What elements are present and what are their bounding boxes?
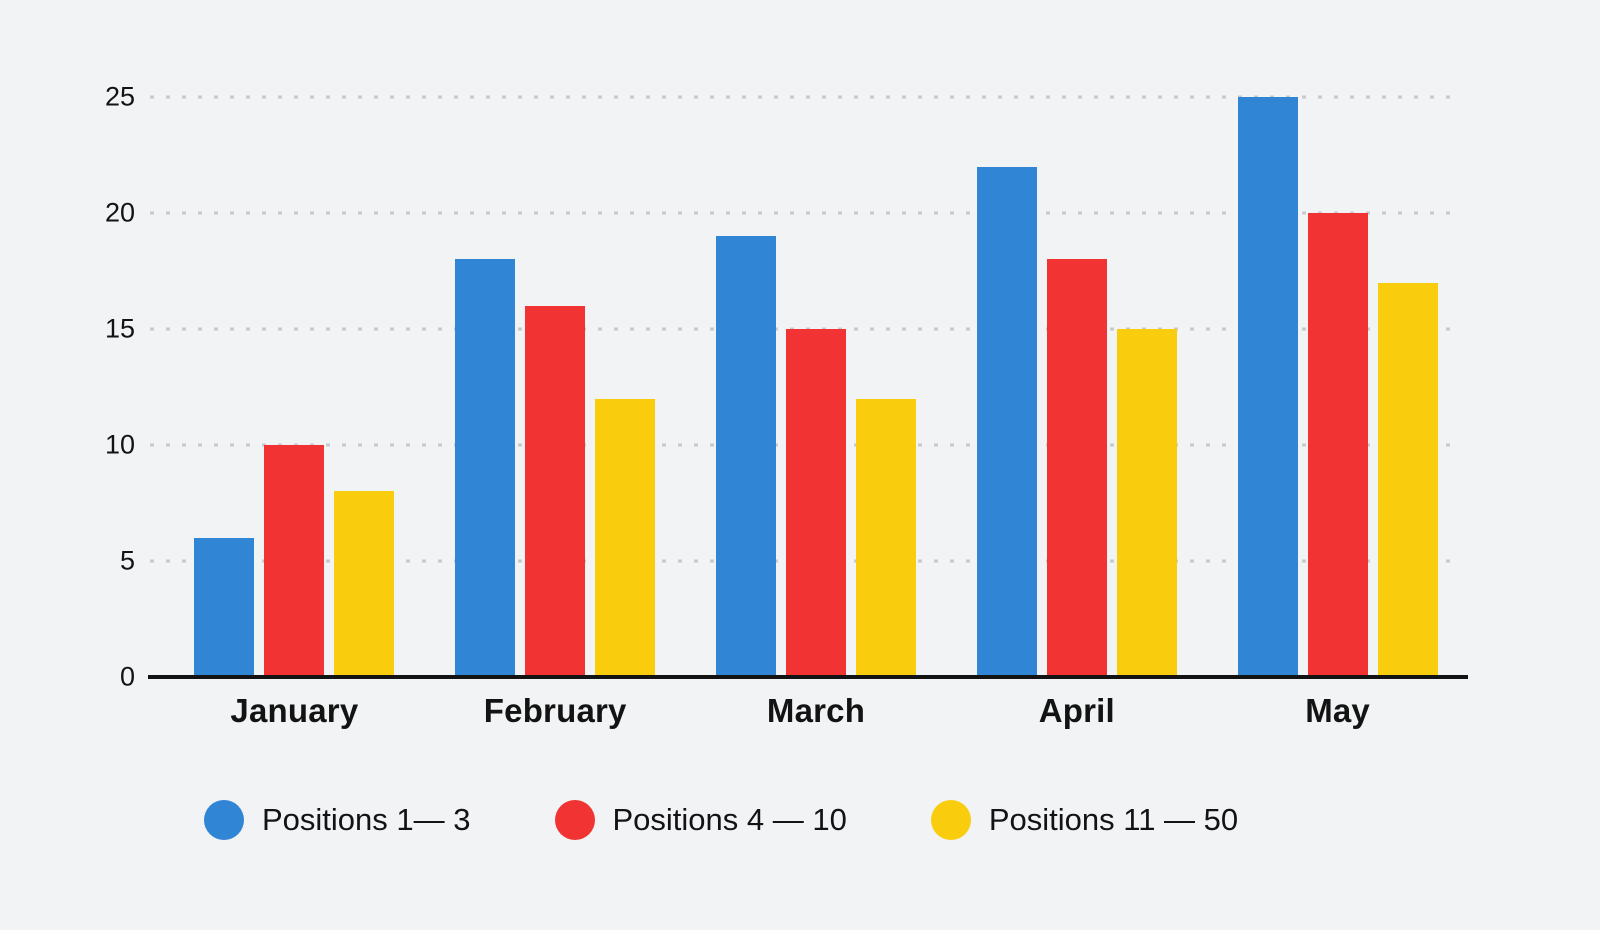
bar-positions-4-10-march [785,329,846,677]
bar-group-may [1207,97,1468,677]
bar-positions-1-3-april [976,166,1037,677]
y-tick-label-15: 15 [104,313,135,344]
legend-label: Positions 1— 3 [262,802,471,838]
bar-positions-1-3-january [194,537,255,677]
bar-positions-1-3-february [455,259,516,677]
y-tick-label-5: 5 [119,545,135,576]
legend-marker-icon [930,800,971,840]
bar-group-april [946,97,1207,677]
bar-positions-11-50-may [1377,282,1438,677]
bar-positions-11-50-january [334,491,395,677]
legend-item-positions-4-10: Positions 4 — 10 [554,800,847,840]
bar-group-february [425,97,686,677]
bar-group-january [164,97,425,677]
x-axis-labels: January February March April May [148,692,1468,730]
y-tick-label-10: 10 [104,429,135,460]
legend-marker-icon [554,800,595,840]
bar-positions-4-10-january [264,445,325,677]
y-tick-label-20: 20 [104,197,135,228]
x-axis-label-february: February [483,692,627,729]
legend-item-positions-1-3: Positions 1— 3 [204,800,471,840]
legend-item-positions-11-50: Positions 11 — 50 [930,800,1239,840]
x-axis-line [148,675,1468,679]
bar-positions-4-10-april [1046,259,1107,677]
x-axis-label-april: April [1038,692,1115,729]
x-axis-label-may: May [1305,692,1370,729]
y-tick-label-0: 0 [119,661,135,692]
plot-area: 0 5 10 15 20 25 [105,83,1468,690]
bar-groups [148,97,1468,677]
legend-label: Positions 4 — 10 [612,802,847,838]
legend-marker-icon [204,800,244,840]
y-tick-label-25: 25 [104,81,135,112]
bar-positions-4-10-february [525,305,586,677]
x-axis-label-january: January [230,692,359,729]
bar-positions-11-50-february [595,398,656,677]
bar-positions-4-10-may [1307,213,1368,677]
bar-positions-1-3-may [1237,97,1298,677]
bar-group-march [686,97,947,677]
x-axis-label-march: March [766,692,866,729]
bar-positions-11-50-march [855,398,916,677]
bar-positions-11-50-april [1116,329,1177,677]
gridline-25 [150,95,1462,99]
gridline-20 [150,211,1462,215]
bar-positions-1-3-march [715,236,776,677]
legend-label: Positions 11 — 50 [988,802,1239,838]
legend: Positions 1— 3 Positions 4 — 10 Positions … [204,800,1238,840]
